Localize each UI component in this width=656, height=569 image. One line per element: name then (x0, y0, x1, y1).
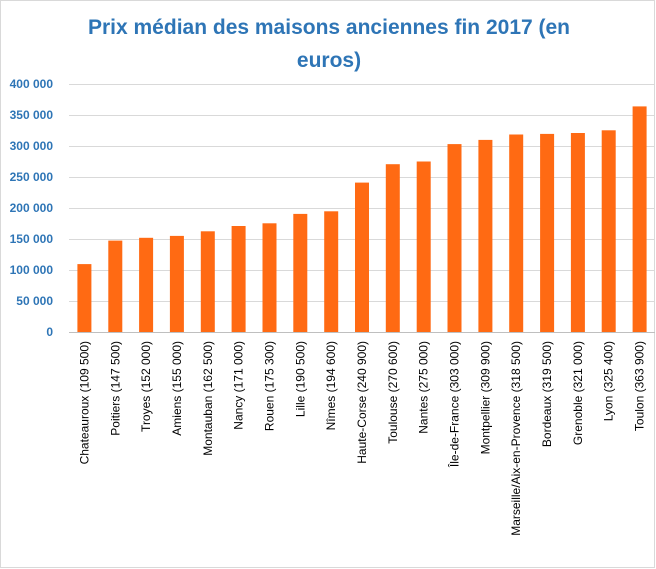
bar (632, 106, 647, 333)
bar (200, 231, 215, 333)
bar (416, 161, 431, 332)
bar (262, 223, 277, 332)
y-tick-label: 200 000 (10, 201, 54, 215)
bar (77, 264, 92, 332)
x-axis: Chateauroux (109 500) Poitiers (147 500) T… (69, 332, 655, 536)
bar (169, 235, 184, 332)
bar (385, 164, 400, 332)
x-tick-label: Grenoble (321 000) (571, 341, 585, 445)
chart-title: Prix médian des maisons anciennes fin 20… (87, 16, 571, 72)
x-tick-label: Bordeaux (319 500) (540, 341, 554, 447)
bar (570, 133, 585, 332)
y-tick-label: 250 000 (10, 170, 54, 184)
y-tick-label: 0 (46, 325, 53, 339)
y-tick-label: 350 000 (10, 108, 54, 122)
x-tick-label: Île-de-France (303 000) (447, 341, 462, 468)
y-tick-label: 400 000 (10, 77, 54, 91)
y-tick-label: 50 000 (16, 294, 53, 308)
x-tick-label: Rouen (175 300) (263, 341, 277, 431)
bar (324, 211, 339, 332)
bar (293, 213, 308, 332)
bar (139, 237, 154, 332)
bar (540, 133, 555, 332)
x-tick-label: Poitiers (147 500) (108, 341, 122, 436)
x-tick-label: Lyon (325 400) (602, 341, 616, 421)
x-tick-label: Toulon (363 900) (633, 341, 647, 431)
x-tick-label: Nantes (275 000) (417, 341, 431, 434)
bars (77, 106, 647, 333)
x-tick-label: Nancy (171 000) (232, 341, 246, 430)
x-tick-label: Amiens (155 000) (170, 341, 184, 436)
x-tick-label: Montpellier (309 900) (478, 341, 492, 454)
bar (355, 182, 369, 332)
x-tick-label: Toulouse (270 600) (386, 341, 400, 444)
y-tick-label: 150 000 (10, 232, 54, 246)
y-tick-label: 100 000 (10, 263, 54, 277)
x-tick-label: Chateauroux (109 500) (77, 341, 91, 464)
y-axis: 0 50 000 100 000 150 000 200 000 250 000 300 0… (10, 77, 54, 339)
x-tick-label: Troyes (152 000) (139, 341, 153, 432)
bar (447, 144, 462, 332)
x-tick-label: Marseille/Aix-en-Provence (318 500) (509, 341, 523, 536)
bar (509, 134, 524, 332)
bar (478, 139, 493, 332)
bar (601, 130, 616, 332)
y-tick-label: 300 000 (10, 139, 54, 153)
x-tick-label: Lille (190 500) (293, 341, 307, 417)
x-tick-label: Montauban (162 500) (201, 341, 215, 456)
bar (108, 240, 123, 332)
x-tick-label: Nîmes (194 600) (324, 341, 338, 430)
bar (231, 226, 246, 332)
x-tick-label: Haute-Corse (240 900) (355, 341, 369, 464)
